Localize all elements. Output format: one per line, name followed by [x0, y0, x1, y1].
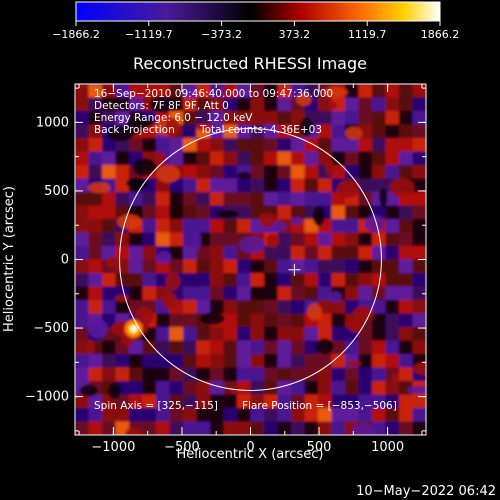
- solar-limb-circle: [119, 128, 382, 391]
- y-tick-label: −500: [33, 321, 69, 336]
- total-counts-text: Total counts: 4.36E+03: [199, 124, 322, 136]
- axes: [75, 84, 426, 435]
- spin-axis-text: Spin Axis = [325,−115]: [94, 400, 218, 412]
- annotations: 16−Sep−2010 09:46:40.000 to 09:47:36.000…: [94, 88, 397, 412]
- colorbar-tick-label: 373.2: [279, 28, 311, 41]
- colorbar-tick-label: 1119.7: [348, 28, 387, 41]
- colorbar-tick-label: 1866.2: [421, 28, 460, 41]
- reconstructed-image: [75, 84, 426, 435]
- x-tick-label: 0: [246, 440, 254, 455]
- colorbar: [75, 1, 441, 22]
- x-tick-label: 500: [307, 440, 332, 455]
- crosshair-marker: [288, 263, 301, 276]
- colorbar-tick-label: −1119.7: [125, 28, 173, 41]
- colorbar-tick-label: −1866.2: [52, 28, 100, 41]
- y-tick-label: 1000: [36, 115, 69, 130]
- flare-position-text: Flare Position = [−853,−506]: [242, 400, 397, 412]
- detectors-text: Detectors: 7F 8F 9F, Att 0: [94, 100, 229, 112]
- x-tick-label: −1000: [91, 440, 135, 455]
- y-axis-label: Heliocentric Y (arcsec): [2, 186, 17, 332]
- energy-range-text: Energy Range: 6.0 − 12.0 keV: [94, 112, 253, 124]
- colorbar-tick-label: −373.2: [201, 28, 242, 41]
- y-tick-labels: −1000 −500 0 500 1000: [25, 115, 69, 404]
- x-tick-labels: −1000 −500 0 500 1000: [91, 440, 404, 455]
- x-tick-label: −500: [164, 440, 200, 455]
- y-tick-label: 0: [61, 253, 69, 268]
- time-range-text: 16−Sep−2010 09:46:40.000 to 09:47:36.000: [94, 88, 333, 100]
- x-axis-label: Heliocentric X (arcsec): [177, 447, 324, 462]
- y-tick-label: 500: [44, 184, 69, 199]
- method-text: Back Projection: [94, 124, 175, 136]
- colorbar-ticks: −1866.2 −1119.7 −373.2 373.2 1119.7 1866.2: [52, 21, 459, 41]
- y-tick-label: −1000: [25, 390, 69, 405]
- chart-title: Reconstructed RHESSI Image: [133, 54, 367, 73]
- footer-date: 10−May−2022 06:42: [356, 484, 496, 499]
- x-tick-label: 1000: [371, 440, 404, 455]
